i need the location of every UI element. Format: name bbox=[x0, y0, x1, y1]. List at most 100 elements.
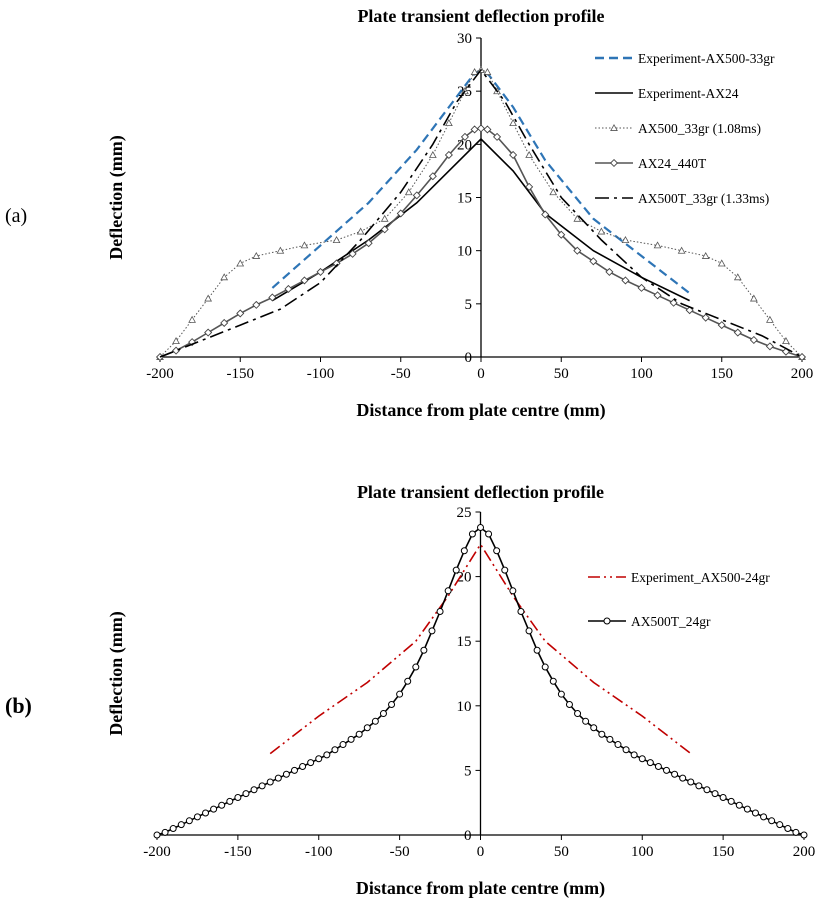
series-4 bbox=[155, 124, 807, 362]
data-point bbox=[347, 735, 355, 743]
data-point bbox=[687, 778, 695, 786]
data-point bbox=[549, 188, 558, 196]
series-line bbox=[269, 542, 692, 755]
legend: Experiment-AX500-33gr Experiment-AX24 AX50… bbox=[595, 51, 775, 206]
series-1 bbox=[269, 542, 692, 755]
data-point bbox=[717, 321, 726, 330]
data-point bbox=[188, 338, 197, 347]
legend-marker bbox=[609, 158, 619, 168]
data-point bbox=[380, 214, 389, 222]
data-point bbox=[677, 246, 686, 254]
data-point bbox=[371, 717, 379, 725]
legend-label: Experiment-AX500-33gr bbox=[638, 51, 775, 66]
data-point bbox=[549, 677, 557, 685]
data-point bbox=[493, 547, 501, 555]
y-tick-label: 0 bbox=[464, 828, 472, 844]
data-point bbox=[509, 150, 518, 160]
data-point bbox=[428, 172, 437, 181]
data-point bbox=[695, 782, 703, 790]
data-point bbox=[460, 547, 468, 555]
data-point bbox=[525, 627, 533, 635]
data-point bbox=[316, 267, 325, 276]
data-point bbox=[733, 328, 742, 337]
data-point bbox=[282, 770, 290, 778]
data-point bbox=[776, 821, 784, 829]
x-tick-label: 50 bbox=[554, 844, 569, 860]
data-point bbox=[605, 267, 614, 276]
data-point bbox=[590, 724, 598, 732]
data-point bbox=[701, 251, 710, 259]
data-point bbox=[606, 735, 614, 743]
chart-a: Plate transient deflection profile -200 -1… bbox=[106, 6, 813, 421]
data-point bbox=[348, 249, 357, 258]
data-point bbox=[185, 817, 193, 825]
series-2 bbox=[153, 524, 808, 839]
data-point bbox=[204, 294, 213, 302]
y-tick-label: 20 bbox=[457, 570, 472, 586]
data-point bbox=[307, 759, 315, 767]
data-point bbox=[210, 805, 218, 813]
x-tick-label: -200 bbox=[146, 366, 174, 382]
data-point bbox=[274, 774, 282, 782]
y-axis-label: Deflection (mm) bbox=[106, 611, 127, 735]
data-point bbox=[557, 690, 565, 698]
legend-marker bbox=[610, 123, 618, 131]
data-point bbox=[380, 225, 389, 234]
data-point bbox=[621, 236, 630, 243]
data-point bbox=[621, 276, 630, 285]
y-tick-label: 10 bbox=[457, 244, 472, 260]
data-point bbox=[525, 182, 534, 191]
data-point bbox=[284, 284, 293, 293]
data-point bbox=[751, 809, 759, 817]
data-point bbox=[653, 241, 662, 249]
x-tick-label: -200 bbox=[143, 844, 171, 860]
data-point bbox=[470, 68, 479, 75]
y-tick-label: 25 bbox=[457, 505, 472, 521]
data-point bbox=[701, 313, 710, 322]
data-point bbox=[236, 309, 245, 318]
data-point bbox=[234, 794, 242, 802]
data-point bbox=[654, 763, 662, 771]
y-axis-label: Deflection (mm) bbox=[106, 135, 127, 259]
x-tick-label: 100 bbox=[631, 844, 654, 860]
data-point bbox=[153, 831, 161, 839]
x-tick-label: -100 bbox=[307, 366, 335, 382]
data-point bbox=[782, 337, 790, 345]
y-tick-label: 0 bbox=[465, 350, 473, 366]
legend-label: AX500_33gr (1.08ms) bbox=[638, 121, 761, 136]
data-point bbox=[470, 125, 479, 134]
data-point bbox=[404, 188, 413, 196]
legend-item: AX500T_33gr (1.33ms) bbox=[595, 191, 769, 206]
data-point bbox=[589, 257, 598, 266]
data-point bbox=[768, 817, 776, 825]
data-point bbox=[266, 778, 274, 786]
legend-item: AX24_440T bbox=[595, 156, 707, 171]
data-point bbox=[226, 797, 234, 805]
y-tick-label: 15 bbox=[457, 191, 472, 207]
x-tick-label: -150 bbox=[227, 366, 255, 382]
data-point bbox=[236, 259, 245, 267]
x-tick-label: 200 bbox=[793, 844, 816, 860]
data-point bbox=[597, 227, 606, 235]
data-point bbox=[541, 663, 549, 671]
data-point bbox=[646, 759, 654, 767]
series-line bbox=[271, 68, 691, 295]
data-point bbox=[679, 774, 687, 782]
data-point bbox=[388, 701, 396, 709]
data-point bbox=[493, 132, 502, 141]
chart-title: Plate transient deflection profile bbox=[357, 482, 604, 502]
series-line bbox=[159, 68, 803, 358]
data-point bbox=[711, 790, 719, 798]
data-point bbox=[364, 239, 373, 248]
data-point bbox=[727, 797, 735, 805]
data-point bbox=[445, 119, 453, 127]
data-point bbox=[276, 246, 285, 254]
x-tick-label: 150 bbox=[711, 366, 734, 382]
y-tick-label: 5 bbox=[464, 763, 472, 779]
data-point bbox=[299, 763, 307, 771]
data-point bbox=[315, 755, 323, 763]
data-point bbox=[242, 790, 250, 798]
data-point bbox=[509, 119, 517, 127]
data-point bbox=[749, 294, 758, 302]
